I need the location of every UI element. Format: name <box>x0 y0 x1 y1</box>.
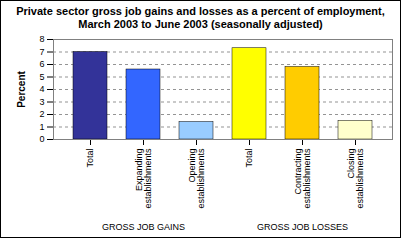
svg-text:Percent: Percent <box>16 70 27 107</box>
svg-text:2: 2 <box>39 109 44 119</box>
svg-text:Total: Total <box>244 149 254 168</box>
svg-text:Contractingestablishments: Contractingestablishments <box>293 148 312 209</box>
html-text:Private sector gross job gains: Private sector gross job gains and losse… <box>16 5 385 30</box>
svg-text:Openingestablishments: Openingestablishments <box>187 148 206 209</box>
svg-text:3: 3 <box>39 97 44 107</box>
svg-text:0: 0 <box>39 134 44 144</box>
svg-text:7: 7 <box>39 47 44 57</box>
svg-text:Expandingestablishments: Expandingestablishments <box>134 148 153 209</box>
svg-text:GROSS JOB LOSSES: GROSS JOB LOSSES <box>257 222 348 232</box>
svg-text:4: 4 <box>39 84 44 94</box>
svg-text:GROSS JOB GAINS: GROSS JOB GAINS <box>102 222 185 232</box>
svg-text:5: 5 <box>39 72 44 82</box>
svg-text:Total: Total <box>85 149 95 168</box>
svg-text:Closingestablishments: Closingestablishments <box>346 148 365 209</box>
svg-text:1: 1 <box>39 122 44 132</box>
svg-text:6: 6 <box>39 59 44 69</box>
svg-text:8: 8 <box>39 34 44 44</box>
